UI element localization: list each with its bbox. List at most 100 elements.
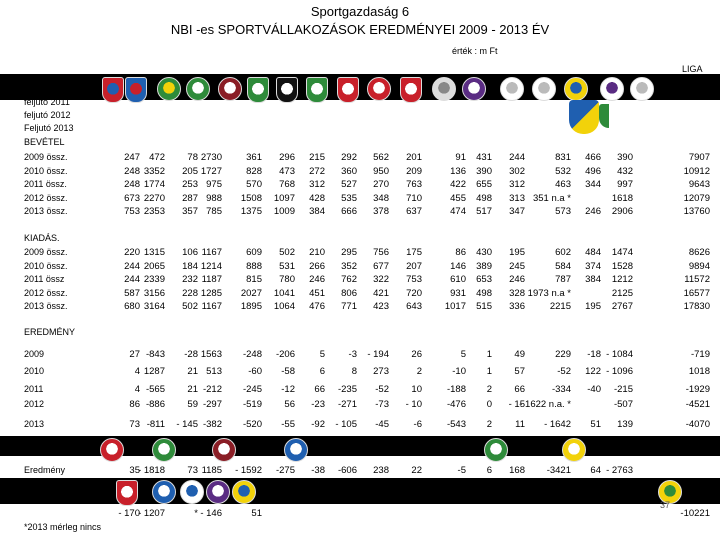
kia-cell: 931 <box>450 287 466 299</box>
ered-cell: -12 <box>281 384 295 395</box>
kia-cell: 389 <box>476 260 492 272</box>
kia-cell: 2215 <box>549 301 571 312</box>
ered-cell: 11 <box>515 419 525 430</box>
bev-cell: 655 <box>476 179 492 190</box>
ered-cell: 8 <box>351 366 357 377</box>
ered-cell: -6 <box>413 419 422 430</box>
ered-cell: -23 <box>311 399 325 410</box>
ered-cell: -73 <box>375 399 389 410</box>
ered-cell: 66 <box>314 384 325 395</box>
bev-cell: 831 <box>555 152 571 163</box>
ered-cell: 86 <box>129 399 140 410</box>
kia-cell: 531 <box>279 260 295 272</box>
bev-cell: 785 <box>206 206 222 217</box>
eredmeny-total-cell: 6 <box>486 465 492 476</box>
ered-cell: -45 <box>375 419 389 430</box>
club-logo-icon <box>180 480 204 504</box>
ered-cell: -40 <box>587 384 601 395</box>
kia-cell: 245 <box>509 260 525 272</box>
club-logo-small-icon <box>284 438 308 462</box>
club-logo-icon <box>630 77 654 101</box>
kia-cell: 806 <box>341 287 357 299</box>
kia-cell: 184 <box>182 260 198 272</box>
ered-cell: 513 <box>206 366 222 377</box>
eredmeny-total-cell: -38 <box>311 465 325 476</box>
bev-cell: 535 <box>341 192 357 204</box>
club-logo-icon <box>206 480 230 504</box>
club-logo-icon <box>247 77 269 103</box>
kia-cell: 207 <box>406 260 422 272</box>
bev-cell: 637 <box>406 206 422 217</box>
ered-cell: -215 <box>613 384 633 395</box>
kia-cell: 609 <box>246 247 262 258</box>
ered-cell: -520 <box>242 419 262 430</box>
ered-cell: -811 <box>146 419 165 430</box>
bev-cell: 384 <box>309 206 325 217</box>
club-logo-icon <box>532 77 556 101</box>
ered-cell: -382 <box>202 419 222 430</box>
kia-cell: 888 <box>246 260 262 272</box>
ered-row-label: 2011 <box>24 384 44 394</box>
ered-cell: -565 <box>145 384 165 395</box>
club-logo-icon <box>658 480 682 504</box>
kia-cell: 106 <box>182 247 198 258</box>
kia-cell: 421 <box>373 287 389 299</box>
ered-cell: -886 <box>145 399 165 410</box>
ered-cell: - 1622 n.a. * <box>519 399 571 410</box>
kia-cell: 680 <box>124 301 140 312</box>
bev-cell: 136 <box>450 165 466 177</box>
bev-cell: 12079 <box>683 192 710 204</box>
kia-cell: 1167 <box>201 247 222 258</box>
bev-cell: 205 <box>182 165 198 177</box>
ered-cell: 2 <box>416 366 422 377</box>
ered-cell: -60 <box>248 366 262 377</box>
kia-cell: 1214 <box>200 260 222 272</box>
ered-cell: 10 <box>411 384 422 395</box>
kia-cell: 17830 <box>683 301 710 312</box>
bev-cell: 361 <box>246 152 262 163</box>
ered-cell: 57 <box>514 366 525 377</box>
bev-cell: 2270 <box>143 192 165 204</box>
kia-cell: 336 <box>509 301 525 312</box>
eredmeny-total-cell: 238 <box>373 465 389 476</box>
kia-cell: 1528 <box>611 260 633 272</box>
bev-cell: 753 <box>124 206 140 217</box>
label-feljuto-2013: Feljutó 2013 <box>24 123 74 133</box>
ered-cell: 2 <box>486 419 492 430</box>
club-logo-icon <box>500 77 524 101</box>
kia-cell: 9894 <box>688 260 710 272</box>
bev-cell: 248 <box>124 179 140 190</box>
ered-cell: -1929 <box>685 384 710 395</box>
ered-cell: 229 <box>555 349 571 360</box>
kia-cell: 430 <box>476 247 492 258</box>
bev-cell: 466 <box>585 152 601 163</box>
bev-cell: 828 <box>246 165 262 177</box>
bev-cell: 7907 <box>688 152 710 163</box>
ered-cell: - 15 <box>508 399 525 410</box>
ered-cell: 2 <box>486 384 492 395</box>
ered-cell: 66 <box>514 384 525 395</box>
kia-cell: 2125 <box>611 287 633 299</box>
eredmeny-total-cell: - 1592 <box>235 465 262 476</box>
kia-cell: 515 <box>476 301 492 312</box>
ered-cell: -297 <box>202 399 222 410</box>
bev-cell: 422 <box>450 179 466 190</box>
kia-cell: 2339 <box>143 274 165 285</box>
kia-cell: 195 <box>585 301 601 312</box>
bev-cell: 570 <box>246 179 262 190</box>
kia-cell: 815 <box>246 274 262 285</box>
label-feljuto-2011: feljutó 2011 <box>24 97 70 107</box>
ered-cell: -334 <box>551 384 571 395</box>
kia-cell: 1212 <box>611 274 633 285</box>
bev-cell: 244 <box>509 152 525 163</box>
ered-cell: -843 <box>145 349 165 360</box>
kia-cell: 643 <box>406 301 422 312</box>
bev-cell: 517 <box>476 206 492 217</box>
kia-cell: 1041 <box>273 287 295 299</box>
bev-cell: 988 <box>206 192 222 204</box>
ered-cell: - 194 <box>367 349 389 360</box>
eredmeny-total-cell: 64 <box>590 465 601 476</box>
bev-cell: 428 <box>309 192 325 204</box>
ered-cell: - 10 <box>405 399 422 410</box>
ered-cell: 56 <box>284 399 295 410</box>
